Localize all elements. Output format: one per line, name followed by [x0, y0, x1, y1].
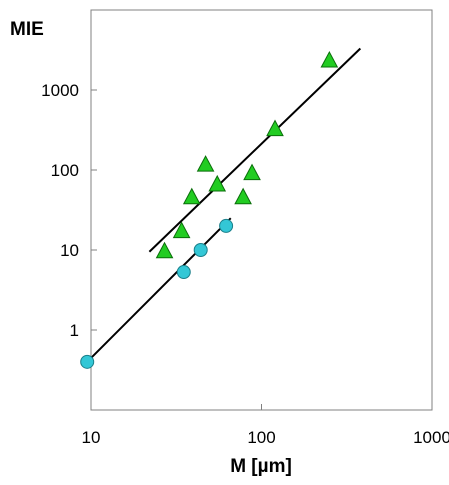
y-tick-label: 1 [70, 321, 79, 340]
ticks-layer: 10 100 1000 1 10 100 1000 [41, 81, 449, 447]
triangle-point [196, 155, 215, 172]
y-axis-title: MIE [10, 19, 44, 40]
triangle-point [208, 174, 227, 192]
x-tick-label: 100 [247, 428, 275, 447]
circle-point [176, 265, 191, 280]
y-tick-label: 10 [60, 241, 79, 260]
x-axis-title: M [µm] [230, 456, 292, 477]
circle-point [80, 354, 95, 369]
y-tick-label: 1000 [41, 81, 79, 100]
circle-series-fit-line [86, 217, 232, 363]
triangle-series-fit-line [148, 47, 362, 253]
fit-lines-layer [86, 47, 362, 363]
plot-frame [90, 9, 433, 411]
triangle-point [234, 187, 252, 205]
points-layer [80, 50, 339, 369]
x-tick-label: 10 [82, 428, 101, 447]
triangle-point [172, 221, 191, 239]
triangle-point [266, 119, 284, 137]
circle-point [219, 218, 234, 233]
circle-point [193, 243, 208, 257]
triangle-point [320, 50, 339, 68]
triangle-point [243, 163, 261, 181]
y-tick-label: 100 [51, 161, 79, 180]
triangle-point [155, 241, 174, 259]
x-tick-label: 1000 [413, 428, 449, 447]
triangle-point [182, 187, 201, 205]
